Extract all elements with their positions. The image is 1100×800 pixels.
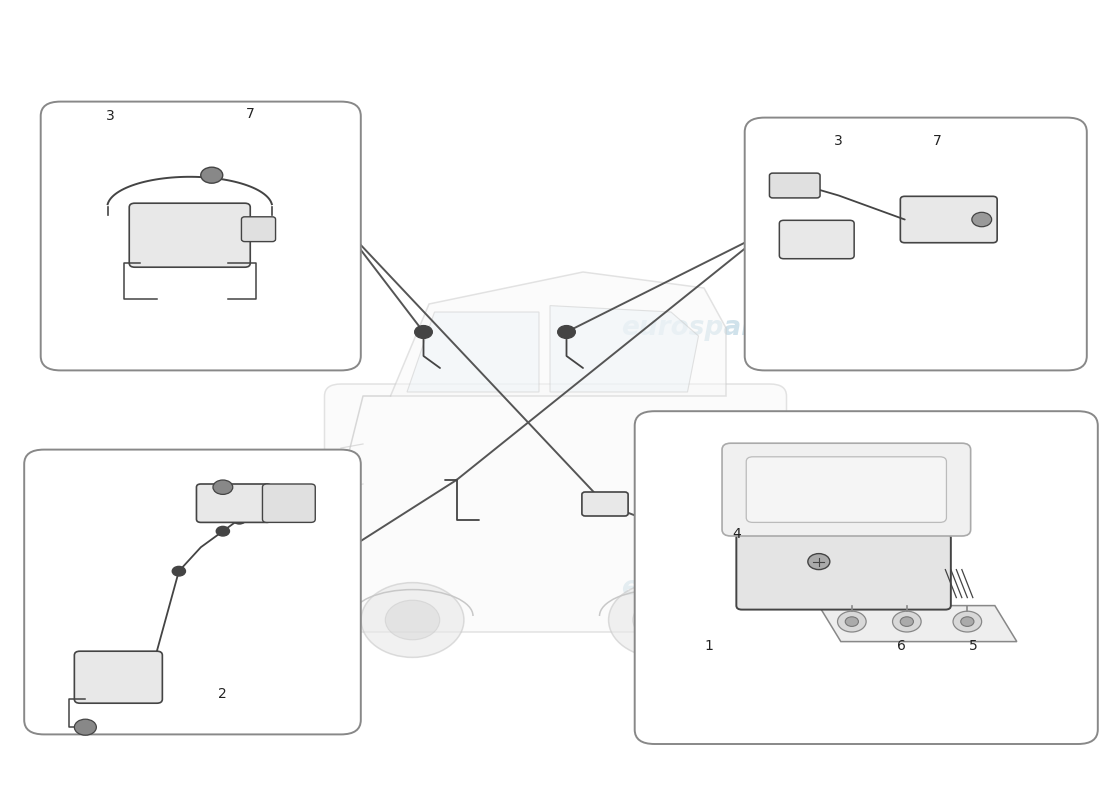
FancyBboxPatch shape <box>324 384 786 632</box>
Text: 3: 3 <box>107 109 114 123</box>
Text: 7: 7 <box>246 106 254 121</box>
Polygon shape <box>550 306 698 392</box>
Circle shape <box>385 600 440 640</box>
Text: 2: 2 <box>219 687 228 701</box>
FancyBboxPatch shape <box>736 534 950 610</box>
Circle shape <box>608 582 712 658</box>
Polygon shape <box>407 312 539 392</box>
FancyBboxPatch shape <box>197 484 272 522</box>
FancyBboxPatch shape <box>263 484 316 522</box>
Text: eurospares: eurospares <box>131 575 298 601</box>
FancyBboxPatch shape <box>582 492 628 516</box>
FancyBboxPatch shape <box>745 118 1087 370</box>
Circle shape <box>900 617 913 626</box>
Circle shape <box>361 582 464 658</box>
Circle shape <box>213 480 233 494</box>
Circle shape <box>960 617 974 626</box>
Circle shape <box>837 611 866 632</box>
Circle shape <box>200 167 222 183</box>
Polygon shape <box>390 272 726 396</box>
Text: 6: 6 <box>896 638 905 653</box>
Circle shape <box>845 617 858 626</box>
Text: eurospares: eurospares <box>620 575 788 601</box>
Text: eurospares: eurospares <box>131 315 298 341</box>
Text: 7: 7 <box>934 134 942 147</box>
Circle shape <box>892 611 921 632</box>
FancyBboxPatch shape <box>75 651 163 703</box>
Polygon shape <box>818 606 1016 642</box>
Text: eurospares: eurospares <box>620 315 788 341</box>
Circle shape <box>173 566 186 576</box>
Text: 3: 3 <box>835 134 843 147</box>
Circle shape <box>217 526 230 536</box>
Text: 1: 1 <box>704 638 713 653</box>
Circle shape <box>558 326 575 338</box>
FancyBboxPatch shape <box>746 457 946 522</box>
Circle shape <box>415 326 432 338</box>
Text: 5: 5 <box>968 638 977 653</box>
Circle shape <box>807 554 829 570</box>
FancyBboxPatch shape <box>722 443 970 536</box>
FancyBboxPatch shape <box>900 196 997 242</box>
FancyBboxPatch shape <box>130 203 250 267</box>
Circle shape <box>953 611 981 632</box>
FancyBboxPatch shape <box>242 217 275 242</box>
Text: 4: 4 <box>732 526 740 541</box>
Circle shape <box>972 212 992 226</box>
FancyBboxPatch shape <box>41 102 361 370</box>
FancyBboxPatch shape <box>779 220 854 258</box>
Circle shape <box>75 719 97 735</box>
FancyBboxPatch shape <box>24 450 361 734</box>
FancyBboxPatch shape <box>770 173 821 198</box>
Circle shape <box>632 600 688 640</box>
FancyBboxPatch shape <box>635 411 1098 744</box>
Circle shape <box>233 514 246 524</box>
